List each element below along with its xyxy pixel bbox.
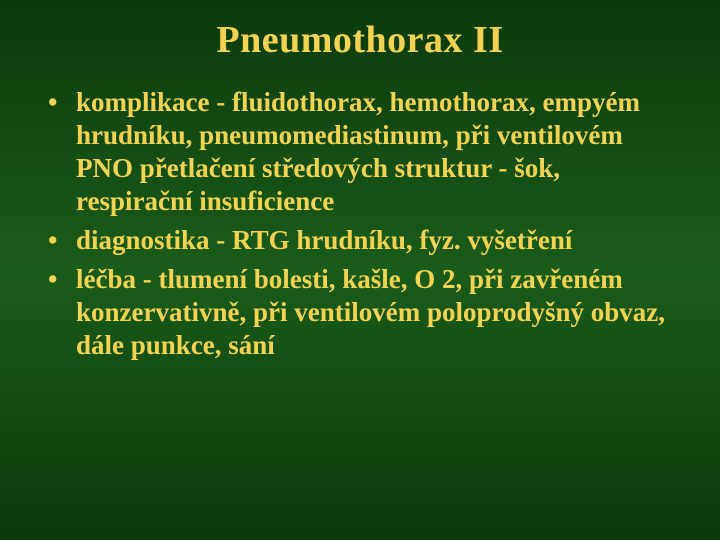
- list-item: diagnostika - RTG hrudníku, fyz. vyšetře…: [44, 224, 676, 257]
- slide-title: Pneumothorax II: [44, 18, 676, 62]
- bullet-list: komplikace - fluidothorax, hemothorax, e…: [44, 86, 676, 362]
- list-item: komplikace - fluidothorax, hemothorax, e…: [44, 86, 676, 218]
- slide: Pneumothorax II komplikace - fluidothora…: [0, 0, 720, 540]
- list-item: léčba - tlumení bolesti, kašle, O 2, při…: [44, 263, 676, 362]
